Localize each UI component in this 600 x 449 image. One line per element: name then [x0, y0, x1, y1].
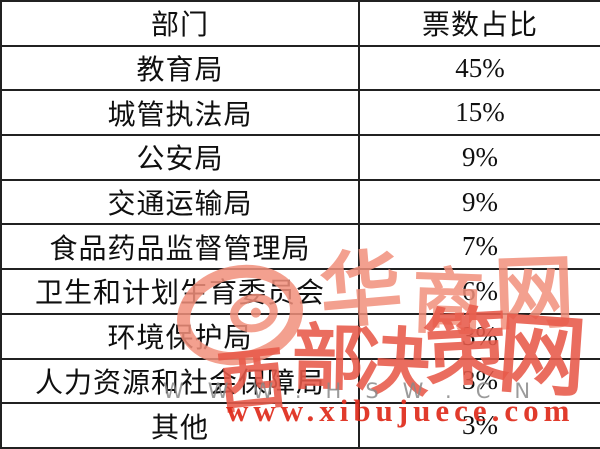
vote-share-cell: 3%	[358, 312, 600, 360]
vote-share-cell: 9%	[358, 178, 600, 226]
department-cell: 人力资源和社会保障局	[0, 357, 360, 405]
department-cell: 教育局	[0, 44, 360, 92]
table-row: 城管执法局 15%	[0, 89, 600, 137]
department-cell: 食品药品监督管理局	[0, 223, 360, 271]
vote-share-cell: 6%	[358, 268, 600, 315]
table-row: 公安局 9%	[0, 134, 600, 181]
table-row: 环境保护局 3%	[0, 312, 600, 360]
vote-share-cell: 45%	[358, 44, 600, 92]
table-row: 教育局 45%	[0, 44, 600, 92]
vote-share-cell: 15%	[358, 89, 600, 137]
vote-share-cell: 7%	[358, 223, 600, 271]
department-cell: 其他	[0, 402, 360, 449]
department-cell: 城管执法局	[0, 89, 360, 137]
table-row: 食品药品监督管理局 7%	[0, 223, 600, 271]
table-row: 其他 3%	[0, 402, 600, 449]
table-header-row: 部门 票数占比	[0, 0, 600, 47]
vote-share-cell: 9%	[358, 134, 600, 181]
department-cell: 交通运输局	[0, 178, 360, 226]
department-cell: 环境保护局	[0, 312, 360, 360]
vote-share-cell: 3%	[358, 402, 600, 449]
department-cell: 公安局	[0, 134, 360, 181]
vote-share-cell: 3%	[358, 357, 600, 405]
department-cell: 卫生和计划生育委员会	[0, 268, 360, 315]
col-header-vote-share: 票数占比	[358, 0, 600, 47]
table-row: 卫生和计划生育委员会 6%	[0, 268, 600, 315]
table-row: 交通运输局 9%	[0, 178, 600, 226]
table-row: 人力资源和社会保障局 3%	[0, 357, 600, 405]
col-header-department: 部门	[0, 0, 360, 47]
